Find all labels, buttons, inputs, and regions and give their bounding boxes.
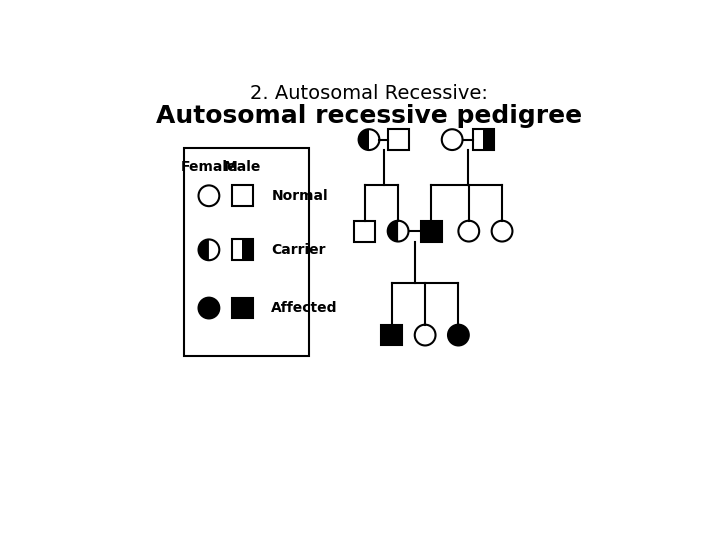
Bar xyxy=(354,221,375,241)
Text: Affected: Affected xyxy=(271,301,338,315)
Bar xyxy=(421,221,442,241)
Text: Male: Male xyxy=(223,160,261,174)
Text: 2. Autosomal Recessive:: 2. Autosomal Recessive: xyxy=(250,84,488,103)
Bar xyxy=(242,239,253,260)
Wedge shape xyxy=(387,221,398,241)
Text: Female: Female xyxy=(181,160,237,174)
Bar xyxy=(483,129,494,150)
Text: Autosomal recessive pedigree: Autosomal recessive pedigree xyxy=(156,104,582,129)
Bar xyxy=(232,239,253,260)
Wedge shape xyxy=(199,239,209,260)
Bar xyxy=(387,129,408,150)
Text: Normal: Normal xyxy=(271,189,328,203)
Bar xyxy=(232,185,253,206)
Circle shape xyxy=(199,298,220,319)
Bar xyxy=(473,129,494,150)
Text: Carrier: Carrier xyxy=(271,243,325,257)
Wedge shape xyxy=(359,129,369,150)
Bar xyxy=(382,325,402,346)
Bar xyxy=(184,148,309,356)
Circle shape xyxy=(448,325,469,346)
Bar xyxy=(232,298,253,319)
